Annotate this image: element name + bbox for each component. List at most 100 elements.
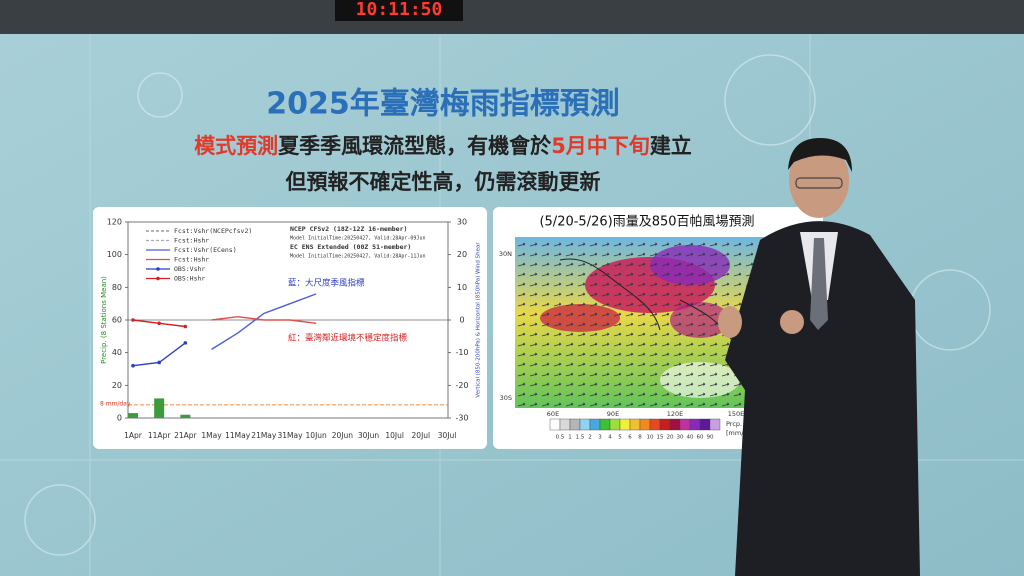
colorbar-box [569, 418, 581, 431]
series-line [211, 293, 317, 350]
y2-tick-label: 10 [457, 283, 467, 292]
x-tick-label: 11May [225, 431, 251, 440]
x-tick-label: 10Jul [385, 431, 404, 440]
colorbar-box [699, 418, 711, 431]
colorbar-box [559, 418, 571, 431]
y-axis-label: Precip. (8 Stations Mean) [100, 276, 108, 364]
colorbar-label: 40 [687, 435, 694, 441]
y2-tick-label: -20 [455, 381, 468, 390]
colorbar-label: 1.5 [576, 435, 585, 441]
lon-label: 120E [667, 410, 684, 418]
y2-axis-label: Vertical (850-200hPa) & Horizontal (850h… [476, 242, 482, 398]
y2-tick-label: -30 [455, 414, 468, 423]
x-tick-label: 11Apr [148, 431, 171, 440]
colorbar-label: 8 [638, 435, 642, 441]
left-chart-panel [93, 207, 487, 449]
colorbar-label: 2 [588, 435, 592, 441]
colorbar-box [599, 418, 611, 431]
colorbar-label: 1 [568, 435, 572, 441]
y2-tick-label: 0 [459, 316, 464, 325]
colorbar-box [619, 418, 631, 431]
x-tick-label: 1May [201, 431, 222, 440]
colorbar-label: 5 [618, 435, 622, 441]
hair [788, 138, 852, 172]
y2-tick-label: -10 [455, 348, 468, 357]
y-tick-label: 120 [107, 218, 122, 227]
map [515, 237, 777, 408]
lon-label: 150E [728, 410, 745, 418]
hand [718, 306, 742, 338]
legend-marker [156, 267, 160, 271]
x-tick-label: 30Jun [358, 431, 380, 440]
precip-bar [128, 413, 138, 418]
legend-label: Fcst:Vshr(NCEPcfsv2) [174, 227, 252, 235]
x-tick-label: 31May [277, 431, 303, 440]
colorbar-unit: [mm/day] [726, 429, 758, 437]
subtitle-line2: 但預報不確定性高，仍需滾動更新 [286, 170, 601, 194]
y-tick-label: 40 [112, 348, 122, 357]
series-line [211, 315, 317, 324]
x-tick-label: 1Apr [124, 431, 143, 440]
y2-tick-label: 20 [457, 250, 467, 259]
subtitle-highlight: 模式預測 [194, 134, 278, 158]
colorbar-label: 30 [677, 435, 684, 441]
x-tick-label: 30Jul [438, 431, 457, 440]
series-marker [131, 318, 135, 322]
suit [725, 221, 920, 576]
hand [780, 310, 804, 334]
glasses [795, 177, 843, 189]
colorbar-box [549, 418, 561, 431]
lat-label: 30S [500, 394, 512, 402]
colorbar-label: 10 [647, 435, 654, 441]
subtitle-line1: 模式預測夏季季風環流型態，有機會於5月中下旬建立 [194, 134, 692, 158]
subtitle-text: 建立 [650, 134, 692, 158]
map-title: (5/20-5/26)雨量及850百帕風場預測 [539, 215, 754, 230]
colorbar-box [629, 418, 641, 431]
y-tick-label: 20 [112, 381, 122, 390]
legend-marker [156, 276, 160, 281]
x-tick-label: 20Jul [412, 431, 431, 440]
series-marker [157, 360, 161, 365]
colorbar-box [659, 418, 671, 431]
clock: 10:11:50 [356, 0, 443, 20]
y-tick-label: 60 [112, 316, 122, 325]
colorbar-box [589, 418, 601, 431]
series-marker [183, 341, 188, 345]
colorbar-label: 6 [628, 435, 632, 441]
threshold-label: 8 mm/day [100, 400, 131, 407]
colorbar-label: 15 [657, 435, 664, 441]
legend-label: OBS:Vshr [174, 265, 205, 273]
tie [810, 238, 828, 330]
lon-label: 90E [607, 410, 619, 418]
colorbar-box [609, 418, 621, 431]
colorbar-label: 4 [608, 435, 612, 441]
annotation: 紅：臺灣鄰近環境不穩定度指標 [288, 333, 408, 344]
legend-label: Fcst:Hshr [174, 237, 209, 245]
x-tick-label: 21Apr [174, 431, 197, 440]
legend-label: OBS:Hshr [174, 275, 205, 283]
colorbar-label: 20 [667, 435, 674, 441]
model-info: NCEP CFSv2 (18Z-12Z 16-member) [290, 225, 407, 233]
x-tick-label: 21May [251, 431, 277, 440]
colorbar-box [579, 418, 591, 431]
precip-bar [154, 398, 165, 418]
series-marker [183, 324, 188, 329]
legend-label: Fcst:Hshr [174, 256, 209, 264]
y2-tick-label: 30 [457, 218, 467, 227]
colorbar-box [679, 418, 691, 431]
subtitle-text: 夏季季風環流型態，有機會於 [278, 134, 552, 158]
y-tick-label: 0 [117, 414, 122, 423]
colorbar-box [709, 418, 721, 431]
colorbar-unit: Prcp. [726, 420, 742, 428]
x-tick-label: 20Jun [332, 431, 354, 440]
annotation: 藍：大尺度季風指標 [288, 278, 365, 289]
model-info: Model InitialTime:20250427, Valid:28Apr-… [290, 254, 425, 260]
colorbar-label: 0.5 [556, 435, 565, 441]
y-tick-label: 80 [112, 283, 122, 292]
title: 2025年臺灣梅雨指標預測 [266, 87, 620, 122]
subtitle-highlight: 5月中下旬 [551, 134, 650, 158]
legend-label: Fcst:Vshr(ECens) [174, 246, 237, 254]
series-marker [157, 321, 161, 326]
studio-top [0, 0, 1024, 34]
